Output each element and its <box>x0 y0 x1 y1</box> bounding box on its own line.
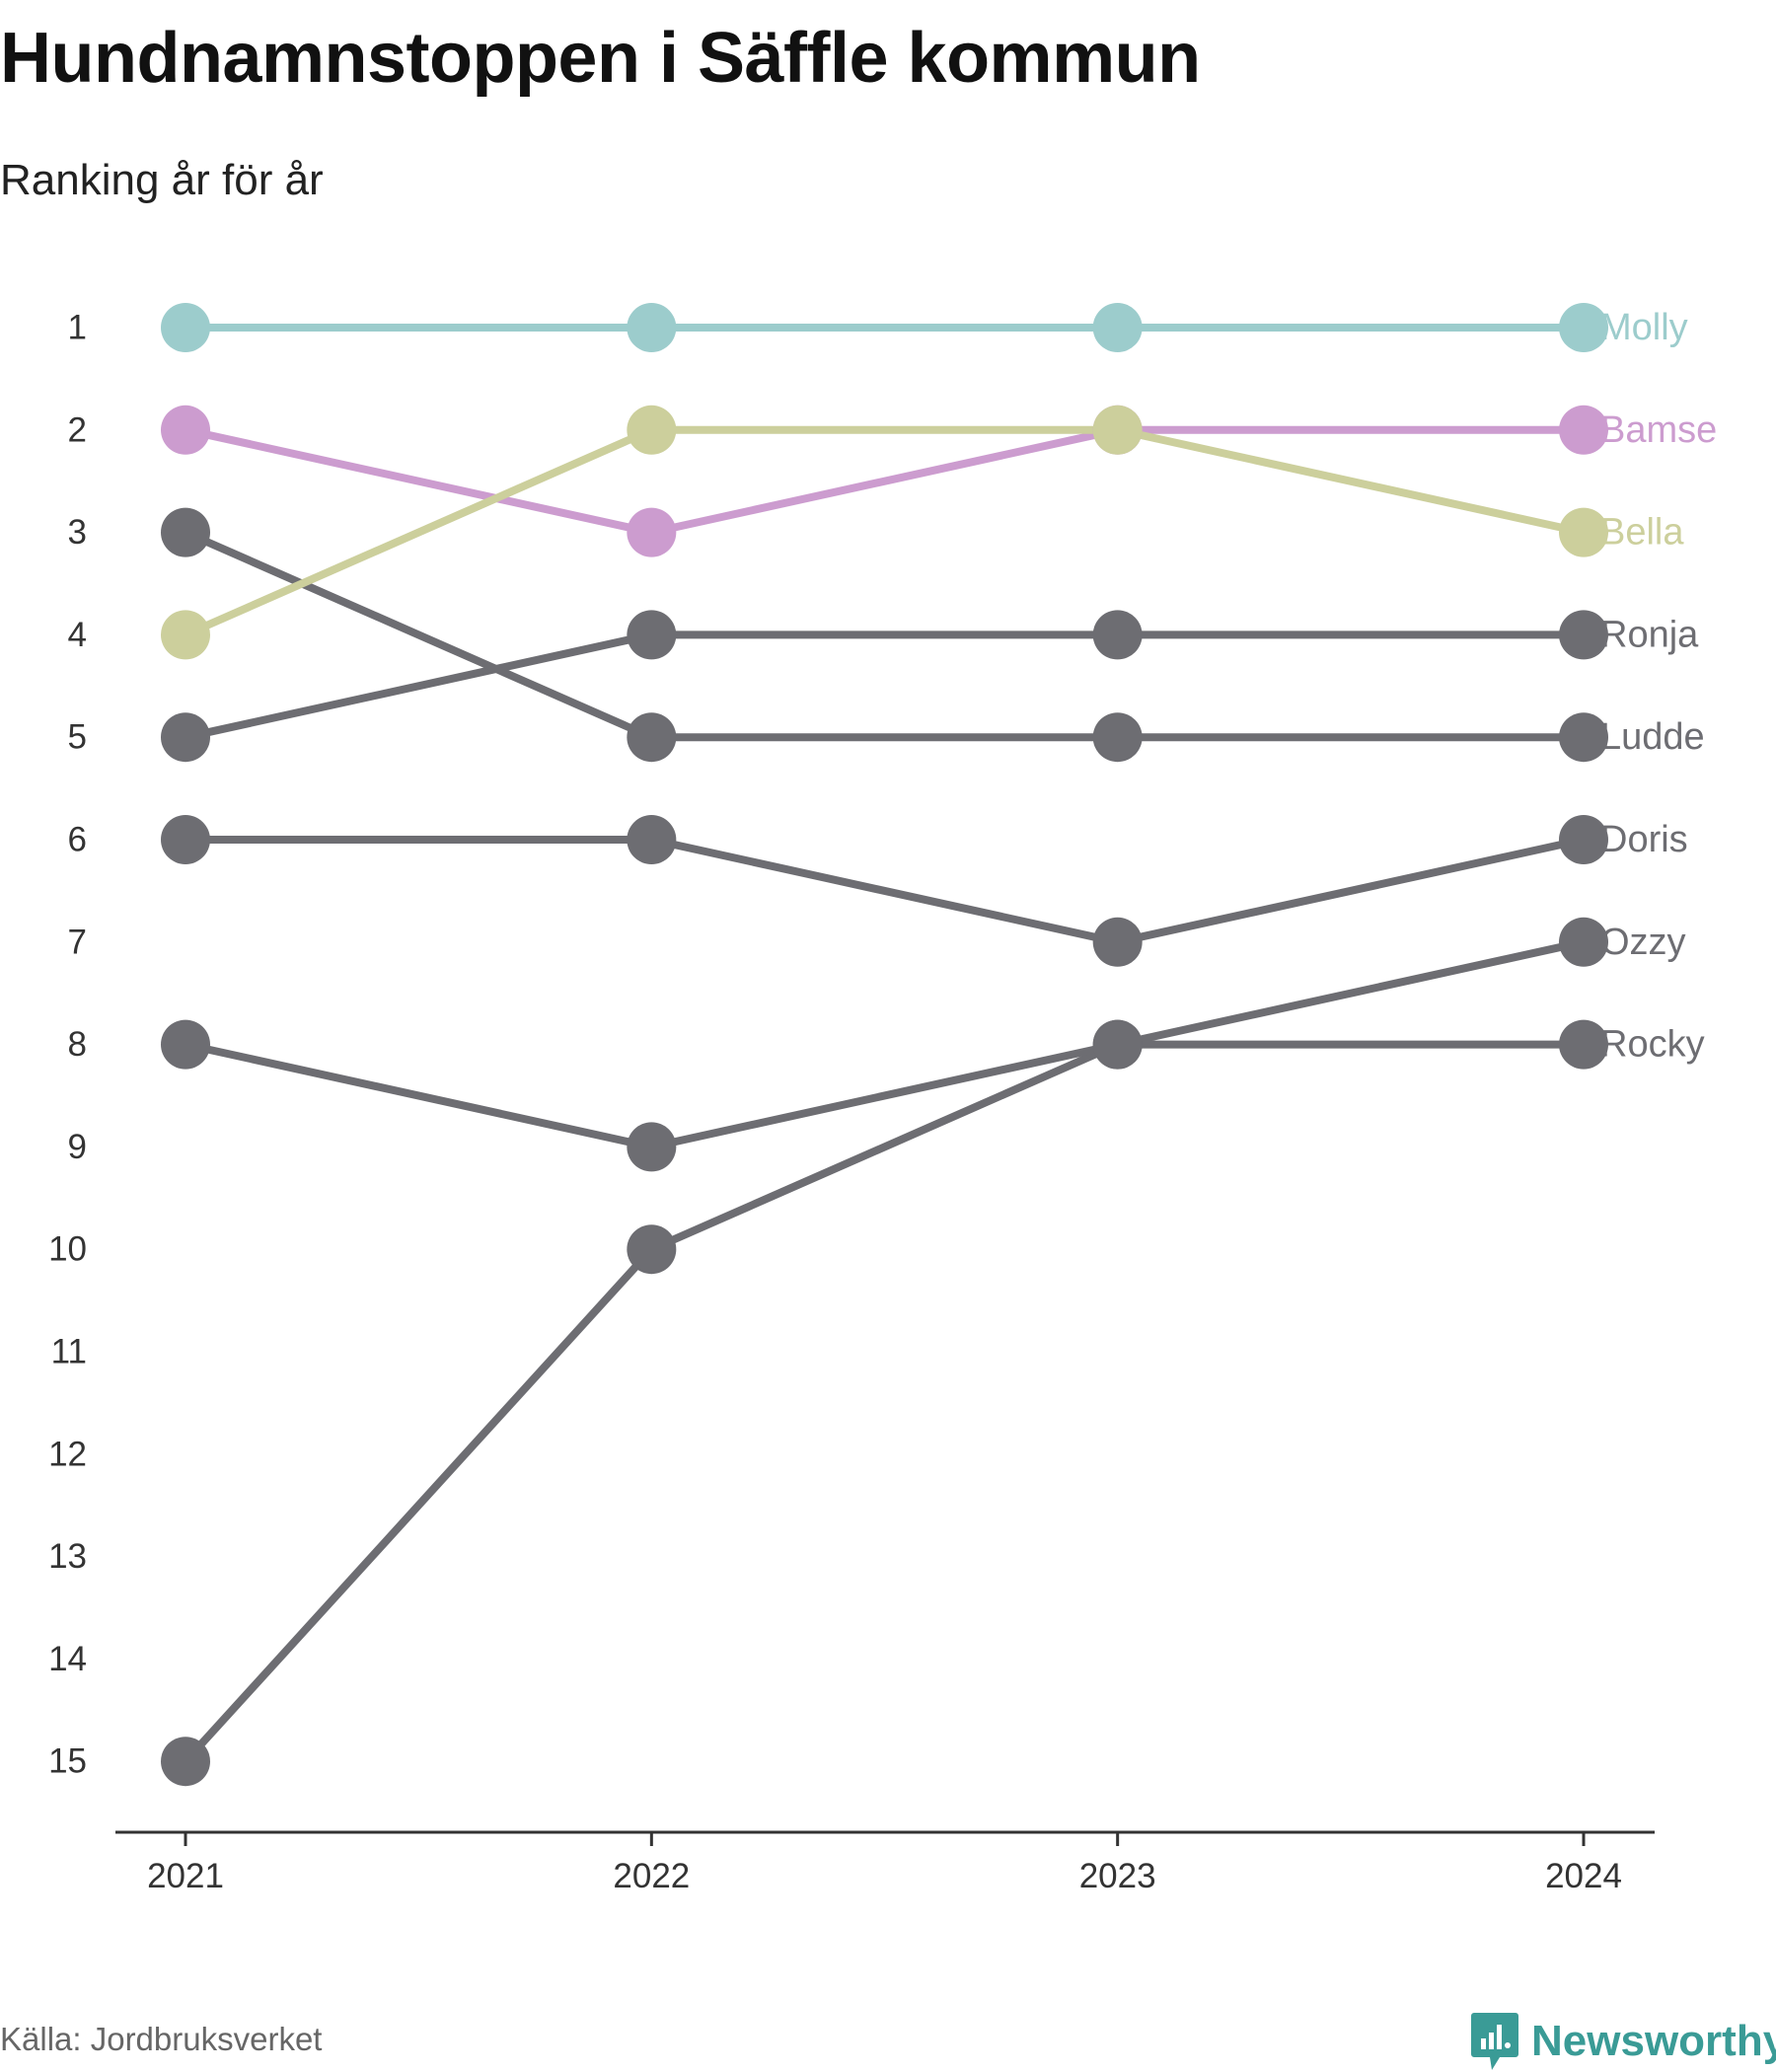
series-line-ludde <box>182 528 1588 742</box>
source-note: Källa: Jordbruksverket <box>0 2021 323 2057</box>
y-tick-label: 15 <box>48 1742 87 1781</box>
series-line-rocky <box>182 1040 1588 1151</box>
point-bella <box>161 610 210 660</box>
point-ozzy <box>161 1737 210 1787</box>
series-label-ludde: Ludde <box>1600 716 1705 758</box>
point-ronja <box>1559 610 1608 660</box>
series-line-ozzy <box>182 937 1588 1766</box>
y-tick-label: 7 <box>68 923 87 961</box>
point-doris <box>1559 815 1608 864</box>
point-bamse <box>1559 405 1608 455</box>
series-label-bamse: Bamse <box>1600 409 1717 451</box>
point-rocky <box>627 1122 677 1172</box>
y-tick-label: 8 <box>68 1025 87 1064</box>
series-labels: Molly Bamse Bella Ronja Ludde Doris Ozzy Rocky <box>1600 307 1717 1066</box>
y-tick-label: 5 <box>68 718 87 757</box>
brand-logo: Newsworthy <box>1470 2011 1776 2072</box>
x-tick-label: 2021 <box>147 1857 224 1895</box>
series-line-doris <box>182 836 1588 946</box>
point-ludde <box>627 712 677 763</box>
y-tick-label: 14 <box>48 1640 87 1678</box>
point-bella <box>627 405 677 455</box>
y-tick-label: 6 <box>68 821 87 859</box>
x-axis-ticks: 2021 2022 2023 2024 <box>147 1832 1622 1895</box>
x-tick-label: 2024 <box>1545 1857 1622 1895</box>
point-rocky <box>1559 1019 1608 1070</box>
x-tick-label: 2023 <box>1079 1857 1156 1895</box>
point-ozzy <box>627 1224 677 1275</box>
series-points <box>161 303 1608 1787</box>
point-doris <box>1092 917 1143 967</box>
y-tick-label: 1 <box>68 309 87 347</box>
point-bella <box>1092 405 1143 455</box>
y-tick-label: 12 <box>48 1435 87 1473</box>
series-label-doris: Doris <box>1600 819 1688 860</box>
chart-title: Hundnamnstoppen i Säffle kommun <box>0 19 1201 98</box>
brand-name: Newsworthy <box>1531 2017 1776 2065</box>
series-line-bamse <box>182 425 1588 537</box>
series-label-ronja: Ronja <box>1600 614 1699 655</box>
y-tick-label: 11 <box>51 1333 87 1371</box>
point-bamse <box>161 405 210 455</box>
series-line-bella <box>182 425 1588 639</box>
series-line-ronja <box>182 630 1588 742</box>
series-label-rocky: Rocky <box>1600 1024 1705 1066</box>
point-molly <box>1559 303 1608 352</box>
point-bamse <box>627 507 677 557</box>
series-label-ozzy: Ozzy <box>1600 922 1686 963</box>
point-ludde <box>1092 712 1143 763</box>
point-molly <box>161 303 210 352</box>
point-doris <box>627 815 677 864</box>
point-ozzy <box>1559 917 1608 967</box>
y-tick-label: 4 <box>68 616 87 654</box>
y-tick-label: 10 <box>48 1230 87 1269</box>
x-tick-label: 2022 <box>613 1857 690 1895</box>
series-lines <box>182 324 1588 1766</box>
point-rocky <box>161 1019 210 1070</box>
point-bella <box>1559 507 1608 557</box>
point-ludde <box>1559 712 1608 763</box>
point-ludde <box>161 507 210 557</box>
y-tick-label: 9 <box>68 1128 87 1166</box>
point-ronja <box>1092 610 1143 660</box>
y-tick-label: 3 <box>68 513 87 552</box>
point-ronja <box>161 712 210 763</box>
point-molly <box>627 303 677 352</box>
y-tick-label: 13 <box>48 1537 87 1576</box>
point-molly <box>1092 303 1143 352</box>
series-label-bella: Bella <box>1600 512 1684 554</box>
point-doris <box>161 815 210 864</box>
y-tick-label: 2 <box>68 410 87 449</box>
chart-subtitle: Ranking år för år <box>0 156 324 204</box>
series-label-molly: Molly <box>1600 307 1688 348</box>
chart-bubble-icon <box>1471 2013 1518 2070</box>
point-rocky <box>1092 1019 1143 1070</box>
point-ronja <box>627 610 677 660</box>
